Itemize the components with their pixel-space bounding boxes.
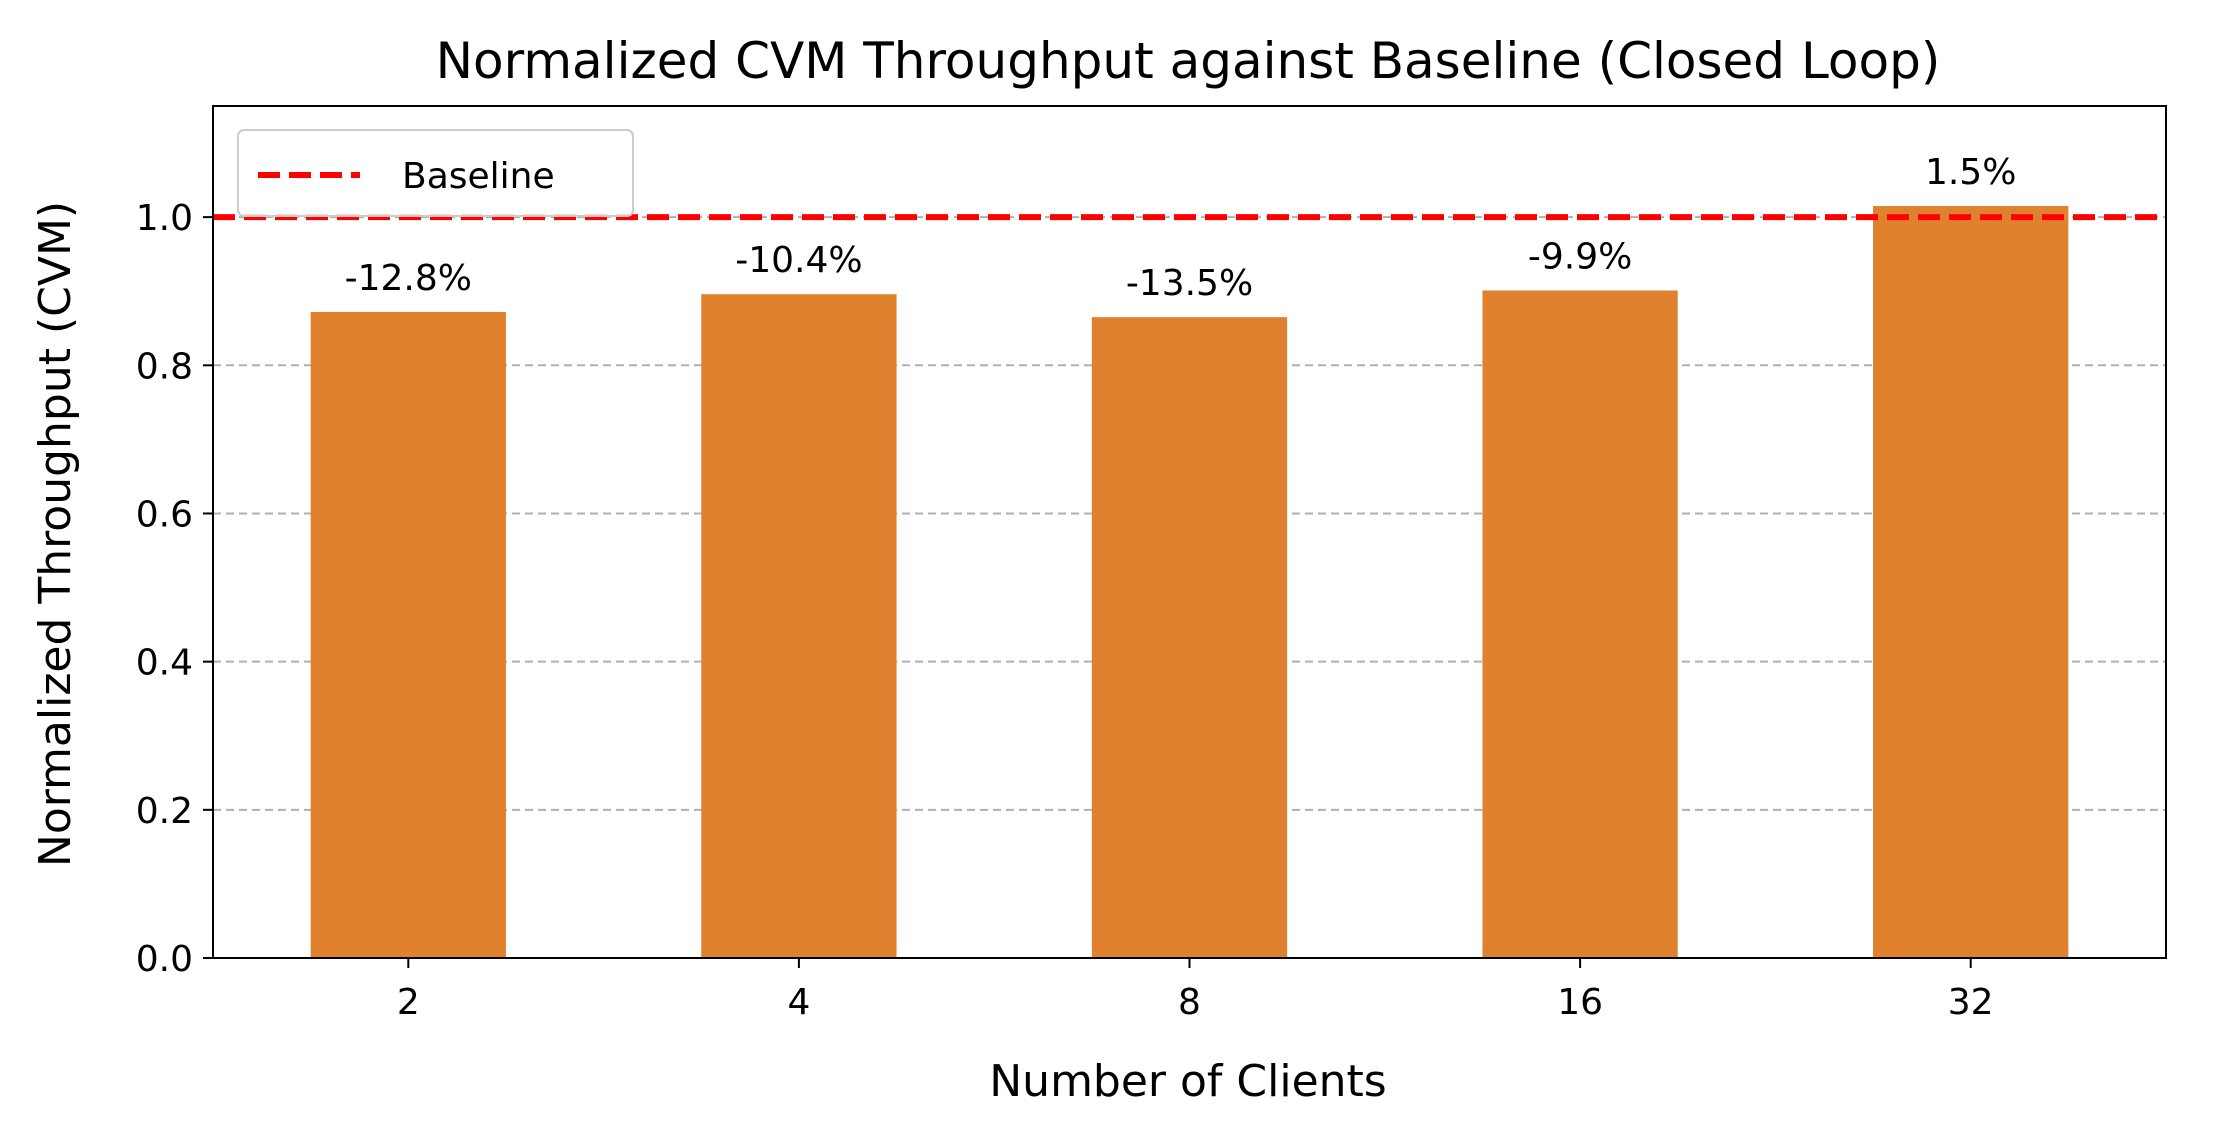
- data-labels-layer: -12.8% -10.4% -13.5% -9.9% 1.5%: [345, 152, 2017, 304]
- y-tick-label: 0.0: [136, 939, 193, 980]
- y-tick-label: 0.6: [136, 494, 193, 535]
- x-tick-label: 32: [1948, 982, 1994, 1023]
- legend-box: [237, 129, 634, 217]
- x-tick-label: 2: [397, 982, 420, 1023]
- bar-8: [1091, 317, 1288, 958]
- x-tick-label: 8: [1178, 982, 1201, 1023]
- legend: Baseline: [237, 129, 634, 217]
- chart-title: Normalized CVM Throughput against Baseli…: [436, 32, 1941, 90]
- bars-layer: [310, 206, 2069, 958]
- bar-2: [310, 311, 506, 958]
- y-axis-label: Normalized Throughput (CVM): [30, 201, 81, 867]
- x-axis-label: Number of Clients: [989, 1056, 1386, 1107]
- x-tick-label: 16: [1557, 982, 1603, 1023]
- bar-data-label: -9.9%: [1528, 236, 1632, 277]
- y-tick-label: 0.4: [136, 643, 193, 684]
- bar-data-label: -10.4%: [735, 240, 862, 281]
- bar-16: [1482, 290, 1678, 958]
- bar-data-label: 1.5%: [1925, 152, 2016, 193]
- y-tick-label: 0.8: [136, 346, 193, 387]
- ticks-layer: 0.0 0.2 0.4 0.6 0.8 1.0 2 4 8 16 32: [136, 198, 1994, 1023]
- bar-32: [1873, 206, 2069, 958]
- y-tick-label: 1.0: [136, 198, 193, 239]
- bar-4: [701, 294, 897, 958]
- y-tick-label: 0.2: [136, 791, 193, 832]
- bar-data-label: -13.5%: [1126, 263, 1253, 304]
- legend-entry-baseline: Baseline: [402, 156, 555, 197]
- bar-data-label: -12.8%: [345, 258, 472, 299]
- x-tick-label: 4: [787, 982, 810, 1023]
